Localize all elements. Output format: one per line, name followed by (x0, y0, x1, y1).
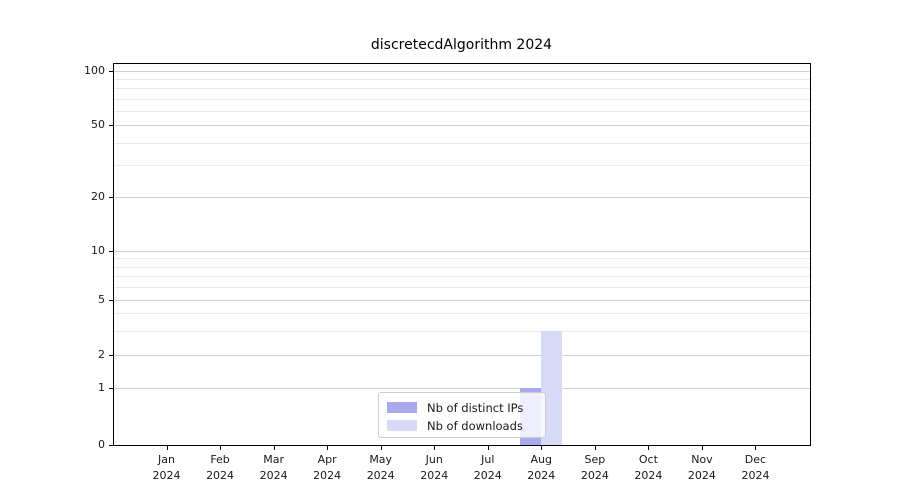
y-tick-mark-100 (109, 71, 113, 72)
x-tick-mark-jul (487, 446, 489, 450)
gridline-major-50 (114, 125, 810, 126)
x-tick-label-dec: Dec 2024 (741, 453, 770, 482)
x-tick-label-aug: Aug 2024 (527, 453, 556, 482)
legend-swatch-distinct-ips (387, 402, 417, 413)
gridline-minor-40 (114, 142, 810, 144)
legend: Nb of distinct IPs Nb of downloads (378, 392, 546, 438)
y-tick-label-5: 5 (98, 293, 105, 306)
x-tick-label-apr: Apr 2024 (313, 453, 342, 482)
y-tick-label-20: 20 (91, 190, 105, 203)
y-tick-label-1: 1 (98, 381, 105, 394)
y-tick-label-0: 0 (98, 438, 105, 451)
legend-label-downloads: Nb of downloads (427, 418, 523, 433)
x-tick-label-jul: Jul 2024 (473, 453, 502, 482)
x-tick-label-sep: Sep 2024 (580, 453, 609, 482)
y-tick-mark-0 (109, 445, 113, 446)
x-tick-label-feb: Feb 2024 (206, 453, 235, 482)
gridline-minor-80 (114, 88, 810, 90)
gridline-minor-30 (114, 165, 810, 167)
gridline-minor-70 (114, 98, 810, 100)
legend-entry-downloads: Nb of downloads (387, 417, 537, 434)
x-tick-mark-sep (594, 446, 596, 450)
chart-title: discretecdAlgorithm 2024 (370, 37, 553, 53)
gridline-minor-90 (114, 79, 810, 81)
gridline-minor-6 (114, 287, 810, 289)
y-tick-mark-1 (109, 388, 113, 389)
gridline-minor-9 (114, 258, 810, 260)
gridline-major-20 (114, 197, 810, 198)
y-tick-mark-50 (109, 125, 113, 126)
x-tick-label-oct: Oct 2024 (634, 453, 663, 482)
y-tick-mark-5 (109, 300, 113, 301)
y-tick-label-2: 2 (98, 348, 105, 361)
x-tick-label-jun: Jun 2024 (420, 453, 449, 482)
x-tick-mark-nov (701, 446, 703, 450)
y-tick-label-50: 50 (91, 118, 105, 131)
plot-area (113, 63, 811, 446)
x-tick-mark-mar (273, 446, 275, 450)
y-tick-label-100: 100 (84, 64, 105, 77)
gridline-minor-4 (114, 313, 810, 315)
gridline-major-1 (114, 388, 810, 389)
gridline-minor-3 (114, 330, 810, 332)
gridline-minor-60 (114, 110, 810, 112)
gridline-major-2 (114, 355, 810, 356)
x-tick-mark-aug (541, 446, 543, 450)
x-tick-mark-oct (648, 446, 650, 450)
legend-label-distinct-ips: Nb of distinct IPs (427, 400, 524, 415)
bar-downloads-aug (541, 330, 563, 445)
x-tick-mark-jan (166, 446, 168, 450)
x-tick-mark-dec (755, 446, 757, 450)
gridline-major-10 (114, 251, 810, 252)
y-tick-mark-10 (109, 251, 113, 252)
x-tick-label-nov: Nov 2024 (687, 453, 716, 482)
x-tick-mark-jun (434, 446, 436, 450)
x-tick-mark-may (380, 446, 382, 450)
x-tick-mark-apr (327, 446, 329, 450)
x-tick-label-may: May 2024 (366, 453, 395, 482)
gridline-minor-8 (114, 266, 810, 268)
legend-entry-distinct-ips: Nb of distinct IPs (387, 399, 537, 416)
y-tick-label-10: 10 (91, 244, 105, 257)
y-tick-mark-20 (109, 197, 113, 198)
x-tick-label-jan: Jan 2024 (152, 453, 181, 482)
x-tick-label-mar: Mar 2024 (259, 453, 288, 482)
legend-swatch-downloads (387, 420, 417, 431)
y-tick-mark-2 (109, 355, 113, 356)
x-tick-mark-feb (220, 446, 222, 450)
gridline-major-100 (114, 71, 810, 72)
gridline-major-5 (114, 300, 810, 301)
gridline-minor-7 (114, 276, 810, 278)
